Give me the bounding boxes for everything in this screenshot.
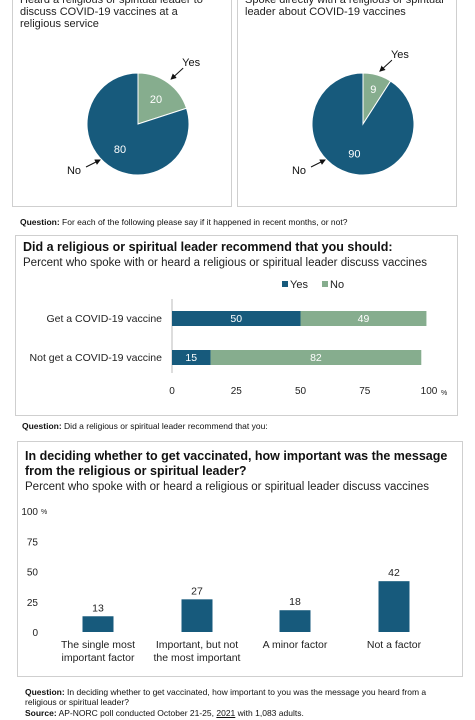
vbar-tick-50: 50 (27, 568, 39, 579)
hbar-value-1-no: 82 (310, 352, 322, 364)
vbar-tick-100: 100 (21, 507, 38, 518)
hbar-tick-75: 75 (359, 386, 371, 397)
legend-label-no: No (330, 279, 344, 291)
hbar-tick-100: 100 (421, 386, 438, 397)
pie2-value-no: 90 (348, 148, 360, 160)
pie1-value-no: 80 (114, 144, 126, 156)
source-line: Source: AP-NORC poll conducted October 2… (25, 708, 304, 718)
vbar-value-0: 13 (92, 602, 104, 614)
legend-swatch-yes (282, 281, 288, 287)
pie1-yes-label: Yes (182, 57, 200, 69)
vbar-category-label-1-0: Important, but not (156, 639, 238, 651)
hbar-segment-0-yes (172, 311, 301, 326)
question-2: Question: Did a religious or spiritual l… (22, 421, 268, 431)
hbar-segment-0-no (300, 311, 427, 326)
vbar-bar-3 (378, 581, 410, 632)
legend-swatch-no (322, 281, 328, 287)
legend-label-yes: Yes (290, 279, 308, 291)
stacked-bar-subtitle: Percent who spoke with or heard a religi… (23, 257, 427, 269)
pie2-value-yes: 9 (370, 84, 376, 96)
hbar-tick-50: 50 (295, 386, 307, 397)
vbar-category-label-1-1: the most important (154, 652, 241, 664)
pie1-slice-no (86, 72, 190, 176)
pie1-yes-arrow (170, 67, 184, 80)
column-chart-subtitle: Percent who spoke with or heard a religi… (25, 481, 429, 493)
hbar-value-0-no: 49 (358, 313, 370, 325)
pie2-yes-arrow (379, 59, 393, 72)
hbar-tick-0: 0 (169, 386, 175, 397)
pie1-no-arrow (85, 159, 101, 168)
pie1-no-label: No (67, 165, 81, 177)
pie-chart-1: 20 80 Yes No (67, 57, 201, 177)
pie-chart-2: 9 90 Yes No (292, 49, 415, 177)
vbar-category-label-0-0: The single most (61, 639, 135, 651)
vbar-bar-2 (279, 610, 311, 632)
vbar-category-label-0-1: important factor (62, 652, 135, 664)
stacked-bar-chart: Yes No Get a COVID-19 vaccine 50 49 Not get a… (30, 279, 448, 397)
hbar-tick-suffix: % (441, 390, 447, 397)
hbar-value-0-yes: 50 (230, 313, 242, 325)
hbar-segment-1-no (210, 350, 422, 365)
vbar-value-1: 27 (191, 585, 203, 597)
hbar-category-label-0: Get a COVID-19 vaccine (46, 313, 162, 325)
question-1: Question: For each of the following plea… (20, 217, 348, 227)
pie2-no-label: No (292, 165, 306, 177)
pie1-slice-yes (137, 72, 188, 125)
hbar-value-1-yes: 15 (185, 352, 197, 364)
pie1-value-yes: 20 (150, 94, 162, 106)
vbar-category-label-2-0: A minor factor (263, 639, 328, 651)
column-chart-title: In deciding whether to get vaccinated, h… (25, 449, 448, 478)
pie2-no-arrow (310, 159, 326, 168)
vbar-bar-0 (82, 616, 114, 632)
hbar-category-label-1: Not get a COVID-19 vaccine (30, 352, 163, 364)
pie2-yes-label: Yes (391, 49, 409, 61)
vbar-tick-0: 0 (32, 628, 38, 639)
vbar-tick-25: 25 (27, 598, 39, 609)
vbar-value-3: 42 (388, 567, 400, 579)
pie-panel-1-title: Heard a religious or spiritual leader to… (20, 0, 203, 30)
stacked-bar-title: Did a religious or spiritual leader reco… (23, 240, 393, 254)
question-3: Question: In deciding whether to get vac… (25, 687, 427, 707)
source-year: 2021 (216, 708, 236, 718)
vbar-bar-1 (181, 599, 213, 632)
pie2-slice-no (311, 72, 415, 176)
column-panel (17, 441, 463, 677)
hbar-segment-1-yes (172, 350, 211, 365)
vbar-value-2: 18 (289, 596, 301, 608)
vbar-tick-75: 75 (27, 537, 39, 548)
hbar-tick-25: 25 (231, 386, 243, 397)
vbar-category-label-3-0: Not a factor (367, 639, 422, 651)
pie-panel-2-title: Spoke directly with a religious or spiri… (245, 0, 444, 18)
vbar-tick-suffix: % (41, 509, 47, 516)
